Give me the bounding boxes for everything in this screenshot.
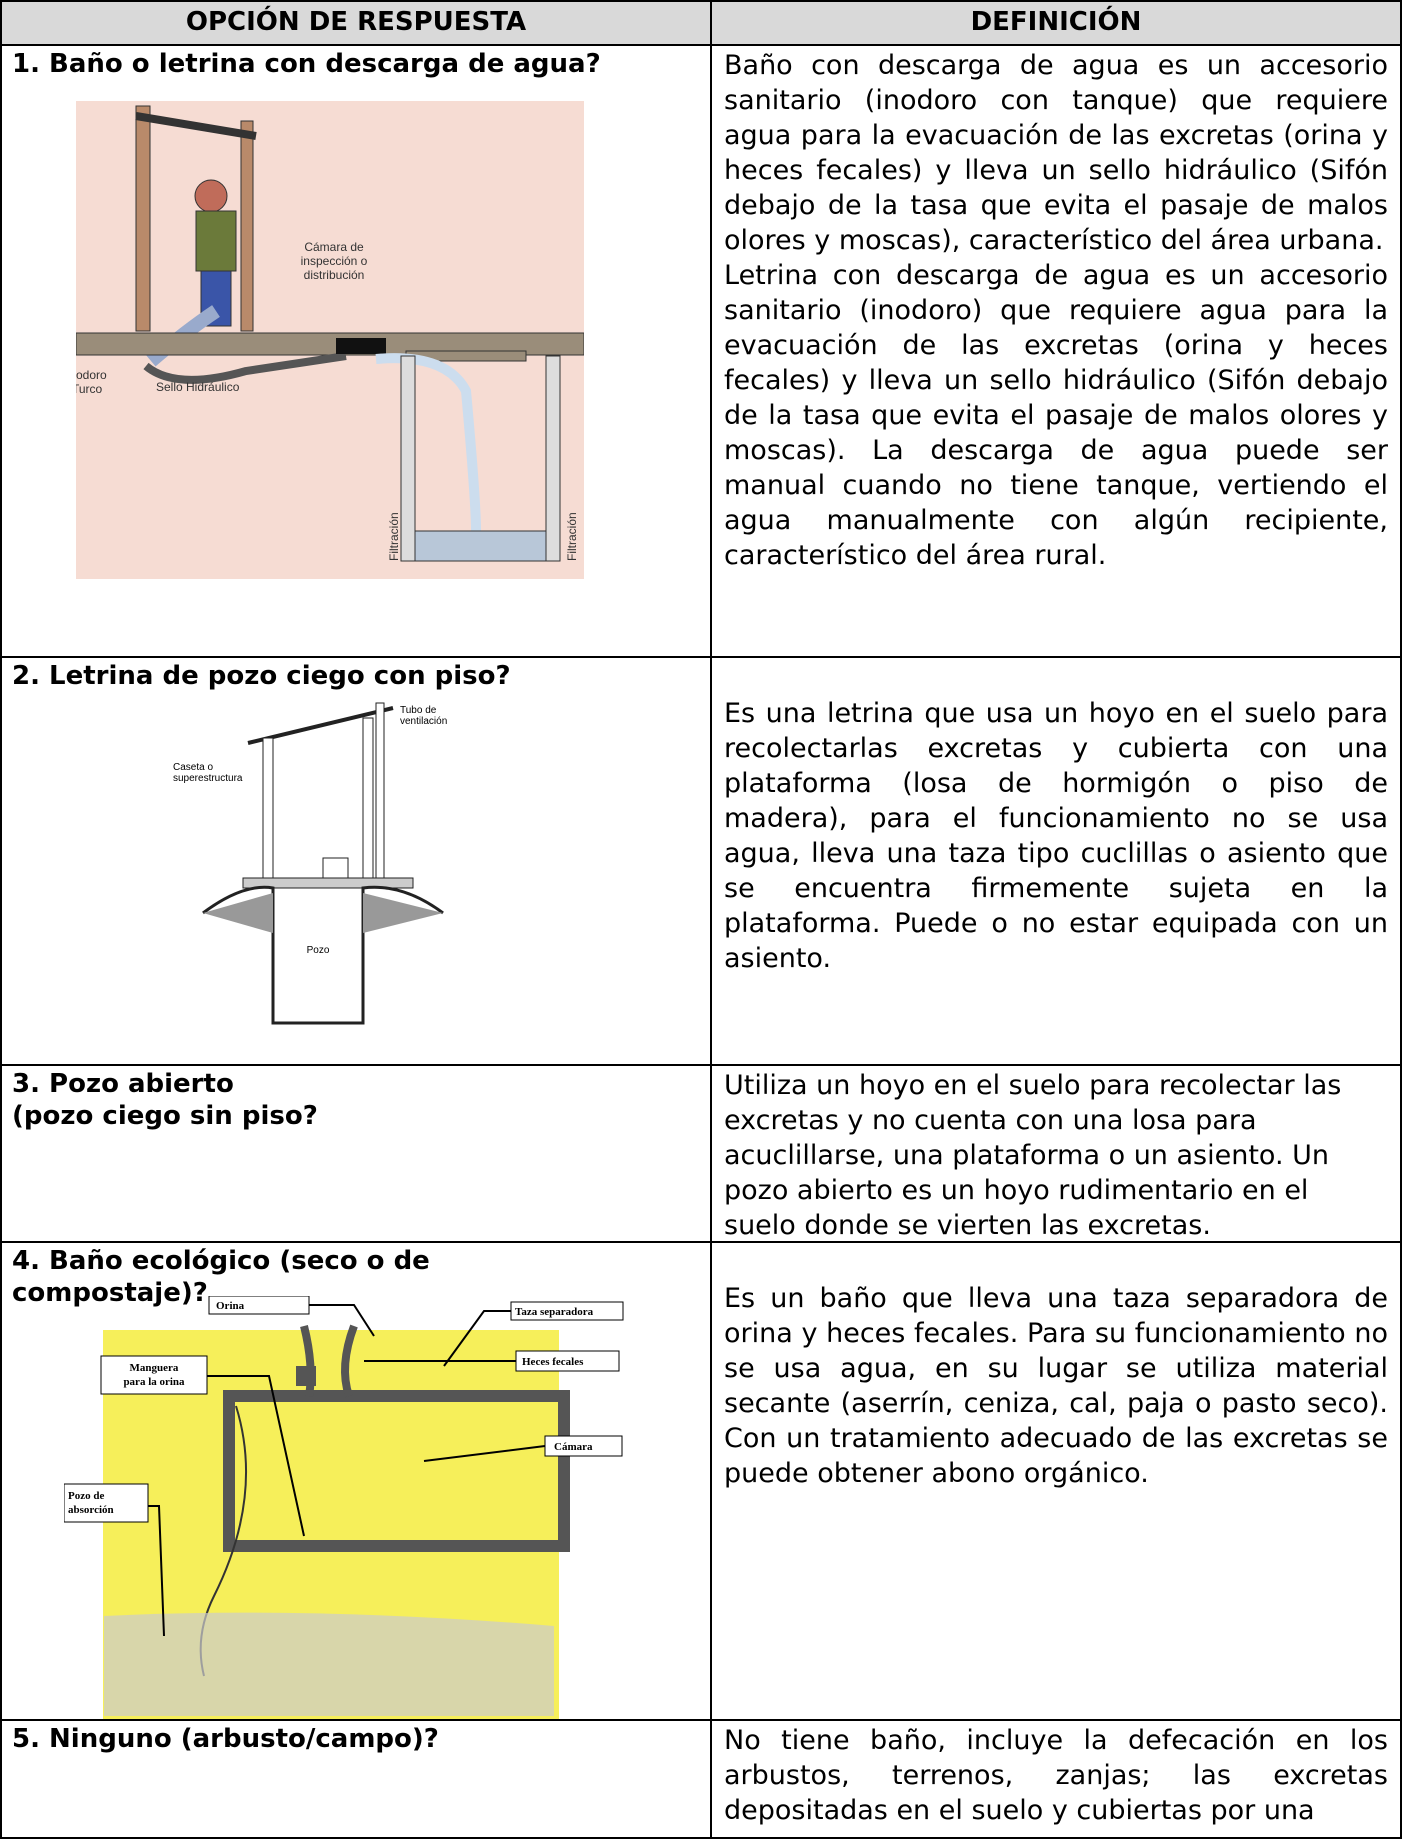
figure-label: absorción	[68, 1504, 114, 1516]
figure: Orina Taza separadora Manguera para la o…	[64, 1296, 624, 1719]
definition-cell: Utiliza un hoyo en el suelo para recolec…	[710, 1064, 1402, 1243]
figure-label: Filtración	[565, 512, 579, 561]
option-label: 4. Baño ecológico (seco o de compostaje)…	[12, 1246, 430, 1308]
figure-label: inspección o	[301, 254, 368, 268]
definition-text: Letrina con descarga de agua es un acces…	[724, 260, 1388, 571]
definition-text: Es un baño que lleva una taza separadora…	[724, 1283, 1388, 1489]
figure: Tubo de ventilación Caseta o superestruc…	[173, 702, 447, 1025]
option-label: 5. Ninguno (arbusto/campo)?	[12, 1724, 439, 1754]
figure-label: Turco	[76, 382, 103, 396]
figure-label: para la orina	[123, 1376, 185, 1388]
definition-cell: Es una letrina que usa un hoyo en el sue…	[710, 656, 1402, 1066]
figure-label: Orina	[216, 1300, 245, 1312]
figure-label: distribución	[304, 268, 365, 282]
option-label: 1. Baño o letrina con descarga de agua?	[12, 49, 601, 79]
option-label: (pozo ciego sin piso?	[12, 1101, 318, 1131]
figure-label: Filtración	[387, 512, 401, 561]
figure: Cámara de inspección o distribución Inod…	[76, 101, 584, 579]
figure-label: Manguera	[130, 1362, 179, 1374]
definition-cell: No tiene baño, incluye la defecación en …	[710, 1719, 1402, 1839]
definition-cell: Baño con descarga de agua es un accesori…	[710, 44, 1402, 658]
figure-label: Pozo de	[68, 1490, 104, 1502]
header-option: OPCIÓN DE RESPUESTA	[0, 0, 712, 46]
figure-label: Heces fecales	[522, 1356, 584, 1368]
figure-label: Inodoro	[76, 368, 107, 382]
definition-cell: Es un baño que lleva una taza separadora…	[710, 1241, 1402, 1721]
figure-label: Cámara	[554, 1441, 593, 1453]
header-definition: DEFINICIÓN	[710, 0, 1402, 46]
option-cell: 3. Pozo abierto (pozo ciego sin piso?	[0, 1064, 712, 1243]
figure-label: Tubo de	[400, 705, 437, 716]
option-cell: 5. Ninguno (arbusto/campo)?	[0, 1719, 712, 1839]
definition-text: No tiene baño, incluye la defecación en …	[724, 1725, 1388, 1826]
figure-label: Taza separadora	[515, 1306, 594, 1318]
figure-label: ventilación	[400, 716, 447, 727]
figure-label: Sello Hidráulico	[156, 380, 240, 394]
figure-label: Caseta o	[173, 762, 213, 773]
option-label: 2. Letrina de pozo ciego con piso?	[12, 661, 511, 691]
figure-label: Cámara de	[304, 240, 364, 254]
definition-text: Utiliza un hoyo en el suelo para recolec…	[724, 1070, 1342, 1241]
figure-label: Pozo	[307, 945, 330, 956]
option-label: 3. Pozo abierto	[12, 1069, 234, 1099]
definition-text: Es una letrina que usa un hoyo en el sue…	[724, 698, 1388, 974]
figure-label: superestructura	[173, 773, 243, 784]
definition-text: Baño con descarga de agua es un accesori…	[724, 50, 1388, 256]
